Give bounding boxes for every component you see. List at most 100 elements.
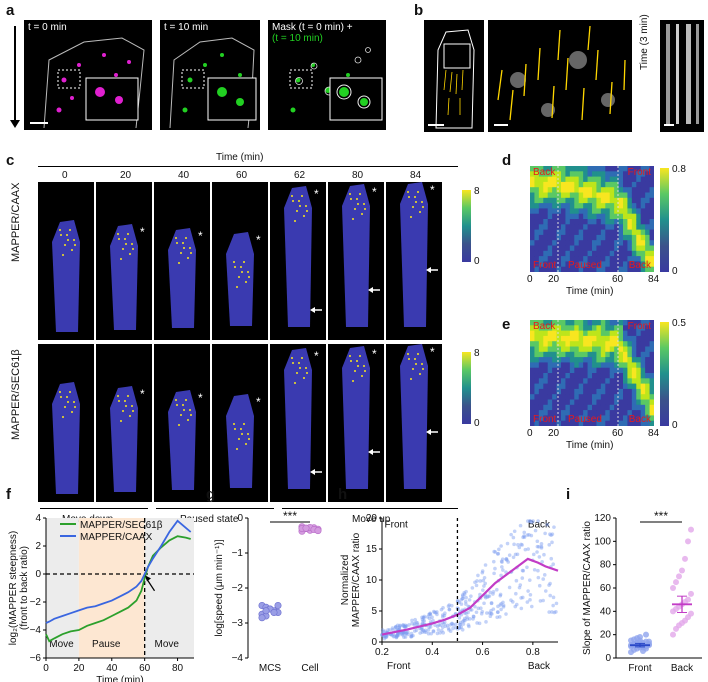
y-tick-label: 100 [594, 536, 611, 547]
data-point [522, 535, 527, 539]
heat-cell [614, 224, 620, 231]
heat-cell [565, 187, 571, 193]
data-point [487, 611, 492, 615]
heat-cell [618, 330, 624, 337]
data-point [476, 606, 481, 611]
heat-cell [592, 325, 597, 332]
heat-cell [530, 229, 535, 236]
heat-cell [556, 256, 562, 262]
heat-cell [592, 234, 597, 241]
data-point [406, 632, 410, 637]
heat-cell [578, 420, 584, 426]
heat-cell [587, 203, 593, 209]
heat-cell [538, 420, 544, 426]
heat-cell [534, 250, 540, 257]
y-tick-label: −4 [232, 653, 244, 664]
heat-cell [552, 250, 558, 257]
heat-cell [552, 171, 558, 178]
heat-cell [534, 256, 540, 262]
colorbar-c-bottom [462, 352, 471, 424]
heat-cell [596, 208, 602, 215]
heat-cell [605, 325, 611, 332]
heat-cell [609, 320, 615, 326]
bright-puncta [233, 261, 250, 288]
puncta [306, 372, 308, 374]
data-point [457, 600, 462, 605]
heat-cell [623, 256, 628, 262]
heat-cell [614, 245, 620, 252]
data-point [500, 560, 504, 564]
heat-cell [645, 224, 651, 231]
data-point [394, 635, 399, 639]
data-point [458, 620, 463, 625]
heat-cell [640, 373, 646, 379]
heat-cell [631, 399, 637, 406]
heat-cell [592, 181, 597, 188]
data-point [520, 576, 525, 580]
heat-cell [649, 399, 654, 406]
heat-cell [578, 351, 584, 358]
heat-cell [543, 351, 549, 358]
heat-cell [627, 250, 633, 257]
heat-cell [538, 208, 544, 215]
heat-cell [565, 362, 571, 369]
heat-cell [556, 234, 562, 241]
data-point [394, 624, 398, 629]
heat-cell [627, 383, 633, 390]
puncta [189, 247, 191, 249]
data-point [428, 612, 432, 616]
heat-cell [631, 351, 637, 358]
heat-cell [578, 250, 584, 257]
puncta [178, 424, 180, 426]
heat-cell [543, 420, 549, 426]
heat-cell [596, 266, 602, 272]
heat-cell [631, 203, 637, 209]
heat-cell [530, 378, 535, 385]
puncta [352, 380, 354, 382]
time-lapse-frame: * [328, 182, 384, 340]
heat-cell [583, 256, 589, 262]
heat-cell [640, 224, 646, 231]
significance-marker: *** [283, 509, 297, 523]
time-lapse-frame: * [212, 182, 268, 340]
heat-cell [552, 378, 558, 385]
heat-cell [592, 219, 597, 225]
heat-cell [547, 187, 553, 193]
heat-cell [547, 197, 553, 204]
data-point [545, 522, 550, 527]
heat-cell [609, 420, 615, 426]
data-point [461, 622, 466, 626]
data-point [422, 614, 427, 619]
heat-cell [556, 261, 562, 268]
heat-cell [623, 335, 628, 342]
heat-cell [547, 181, 553, 188]
puncta [241, 271, 243, 273]
heat-cell [645, 420, 651, 426]
data-point [462, 618, 466, 623]
puncta [352, 218, 354, 220]
heat-cell [583, 415, 589, 422]
heat-cell [569, 234, 575, 241]
heat-cell [578, 325, 584, 332]
puncta [73, 401, 75, 403]
data-point [464, 611, 468, 616]
heat-cell [636, 351, 642, 358]
heat-cell [587, 320, 593, 326]
data-point [485, 595, 490, 599]
x-axis-label: Time (min) [96, 675, 143, 682]
puncta [60, 234, 62, 236]
heat-cell [645, 256, 651, 262]
heat-cell [561, 357, 566, 363]
heat-cell [534, 351, 540, 358]
heat-cell [543, 261, 549, 268]
heat-cell [596, 325, 602, 332]
data-point [521, 535, 525, 540]
data-point [394, 625, 398, 630]
heat-cell [645, 245, 651, 252]
heat-cell [556, 394, 562, 400]
heat-cell [640, 166, 646, 172]
heat-cell [618, 208, 624, 215]
heat-cell [618, 176, 624, 183]
heat-cell [543, 229, 549, 236]
x-tick-label: Front [628, 663, 652, 674]
